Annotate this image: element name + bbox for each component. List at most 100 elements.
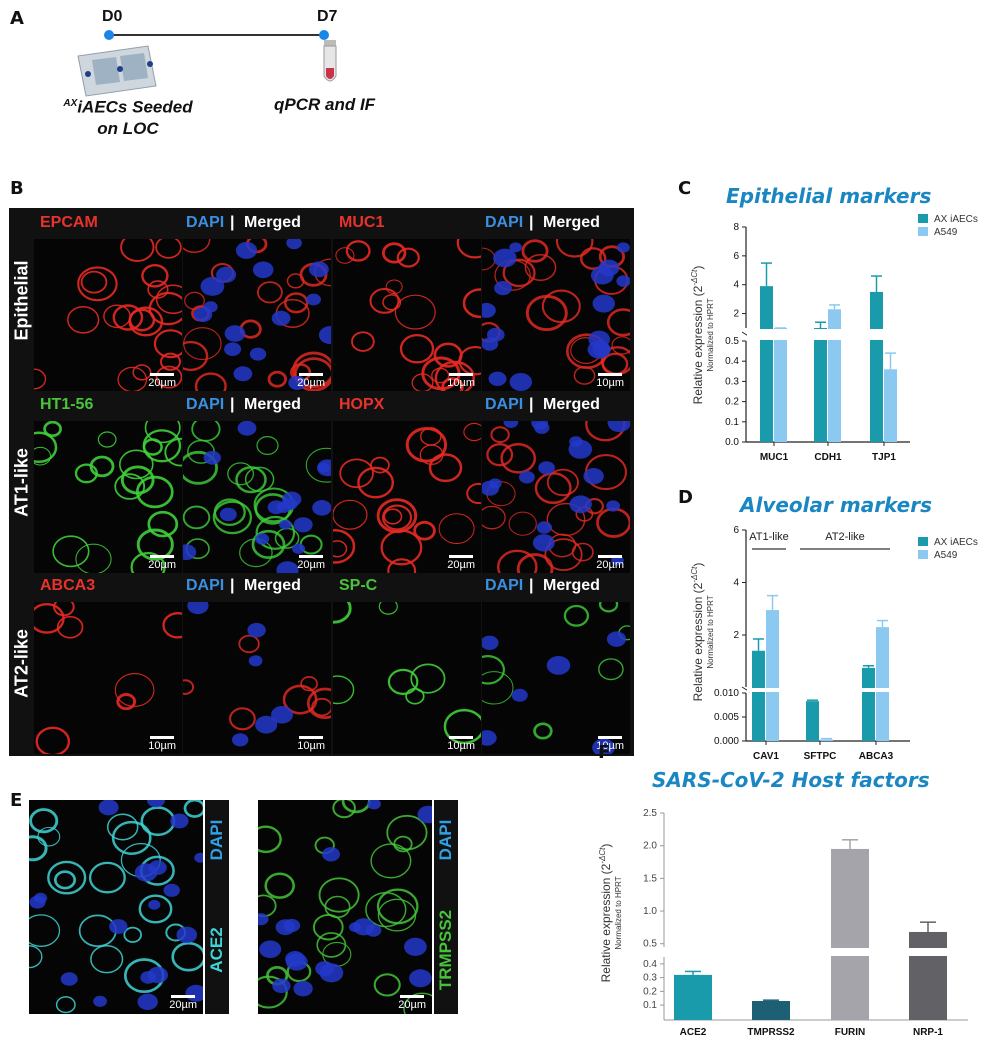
x-tick-label: NRP-1 [913, 1027, 943, 1035]
y-tick-label: 0.3 [643, 973, 657, 984]
y-axis-title: Relative expression (2-ΔCt) [690, 563, 705, 702]
ace2-tmprss2-image: 20µm [29, 800, 203, 1014]
axis-break-gap [747, 688, 907, 692]
panel-b-letter: B [10, 178, 24, 199]
marker-label: ABCA3 [40, 577, 96, 594]
y-tick-label: 2.5 [643, 808, 657, 819]
channel-label: TRMPSS2 [436, 909, 455, 991]
x-tick-label: CDH1 [814, 452, 842, 463]
merged-label: Merged [244, 396, 301, 413]
dapi-label: DAPI [485, 577, 524, 594]
scale-bar: 10µm [447, 736, 475, 752]
scale-bar: 20µm [596, 555, 624, 571]
chart-f-title: SARS-CoV-2 Host factors [652, 768, 930, 792]
y-tick-label: 4 [733, 578, 739, 589]
y-axis-subtitle: Normalized to HPRT [706, 298, 715, 371]
bar-abca3-axiaecs [862, 667, 875, 741]
row-label-1: AT1-like [11, 393, 33, 573]
merged-image: 20µm [482, 421, 630, 573]
y-tick-label: 0.000 [714, 736, 739, 747]
legend-label: AX iAECs [934, 537, 978, 548]
row-label-2: AT2-like [11, 574, 33, 754]
y-tick-label: 1.0 [643, 906, 657, 917]
chart-f: Relative expression (2-ΔCt)Normalized to… [598, 808, 968, 1035]
x-tick-label: TMPRSS2 [747, 1027, 795, 1035]
y-tick-label: 0.2 [643, 986, 657, 997]
y-axis-title-close: ) [599, 844, 613, 848]
bar-muc1-a549 [774, 328, 787, 442]
marker-label: MUC1 [339, 214, 385, 231]
bar-cav1-a549 [766, 610, 779, 741]
legend-swatch [918, 214, 928, 223]
y-tick-label: 0.2 [725, 397, 739, 408]
tube-icon [323, 40, 337, 82]
scale-label: 20µm [148, 559, 176, 571]
scale-bar: 10µm [148, 736, 176, 752]
y-tick-label: 0.010 [714, 688, 739, 699]
channel-label: DAPI [436, 819, 455, 861]
bar-cdh1-axiaecs [814, 328, 827, 442]
x-tick-label: ACE2 [680, 1027, 707, 1035]
bar-sftpc-a549 [820, 739, 833, 741]
marker-image: 10µm [333, 602, 481, 754]
scale-label: 10µm [297, 740, 325, 752]
dapi-label: DAPI [186, 577, 225, 594]
scale-label: 20µm [297, 377, 325, 389]
y-tick-label: 0.1 [725, 417, 739, 428]
y-axis-label: Relative expression (2-ΔCt)Normalized to… [690, 563, 715, 702]
panel-f-letter: F [598, 742, 611, 763]
y-axis-title-close: ) [691, 563, 705, 567]
y-axis-title-sup: -ΔCt [598, 847, 607, 864]
x-tick-label: ABCA3 [859, 751, 894, 762]
stain-header: SP-C DAPI | Merged [333, 574, 630, 600]
timeline-dot-d0 [104, 30, 114, 40]
marker-image: 20µm [333, 421, 481, 573]
row-label-text: AT1-like [11, 448, 32, 517]
y-tick-label: 6 [733, 525, 739, 536]
dapi-label: DAPI [186, 396, 225, 413]
y-tick-label: 0.1 [643, 1000, 657, 1011]
timeline-dot-d7 [319, 30, 329, 40]
panel-d-letter: D [678, 487, 693, 508]
bar-tmprss2 [752, 1001, 790, 1020]
scale-bar: 20µm [169, 995, 197, 1011]
bar-sftpc-axiaecs [806, 701, 819, 741]
stain-header: ABCA3 DAPI | Merged [34, 574, 331, 600]
separator: | [230, 214, 235, 231]
panel-c-letter: C [678, 178, 692, 199]
merged-image: 10µm [183, 602, 331, 754]
scale-bar: 20µm [148, 555, 176, 571]
merged-label: Merged [244, 214, 301, 231]
y-axis-label: Relative expression (2-ΔCt)Normalized to… [598, 844, 623, 983]
scale-bar: 10µm [447, 373, 475, 389]
y-tick-label: 0.4 [643, 959, 657, 970]
channel-label-strip: DAPI TRMPSS2 [434, 800, 458, 1014]
bar-ace2 [674, 974, 712, 1020]
merged-label: Merged [543, 396, 600, 413]
y-axis-label: Relative expression (2-ΔCt)Normalized to… [690, 266, 715, 405]
y-tick-label: 6 [733, 251, 739, 262]
group-label: AT1-like [749, 531, 789, 543]
y-axis-title-main: Relative expression (2 [691, 582, 705, 701]
panel-a-letter: A [10, 8, 24, 29]
scale-label: 10µm [596, 377, 624, 389]
scale-bar: 10µm [297, 736, 325, 752]
scale-bar: 10µm [596, 373, 624, 389]
separator: | [230, 577, 235, 594]
axis-break-gap [747, 329, 907, 340]
y-axis-subtitle: Normalized to HPRT [706, 595, 715, 668]
seeded-line2: on LOC [97, 118, 159, 138]
separator: | [230, 396, 235, 413]
merged-label: Merged [244, 577, 301, 594]
x-tick-label: SFTPC [804, 751, 837, 762]
legend-label: A549 [934, 550, 958, 561]
scale-label: 10µm [596, 740, 624, 752]
row-label-text: AT2-like [11, 629, 32, 698]
y-tick-label: 0.5 [725, 336, 739, 347]
scale-label: 20µm [596, 559, 624, 571]
y-tick-label: 0.4 [725, 356, 739, 367]
marker-image: 10µm [333, 239, 481, 391]
y-tick-label: 0.3 [725, 376, 739, 387]
d0-label: D0 [102, 8, 123, 25]
y-axis-title-main: Relative expression (2 [599, 863, 613, 982]
